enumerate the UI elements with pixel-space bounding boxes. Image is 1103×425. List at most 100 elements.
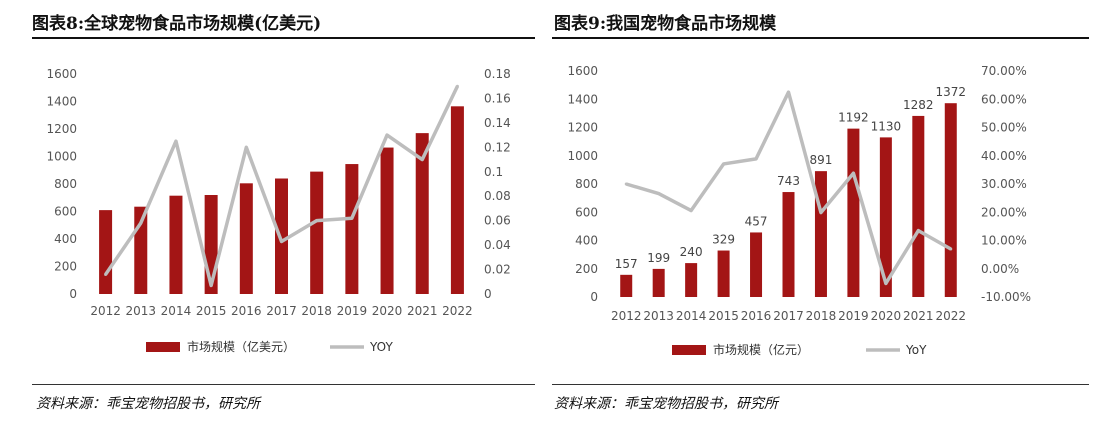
y-tick-right: 50.00% bbox=[981, 121, 1027, 135]
legend-bar-swatch bbox=[146, 342, 180, 352]
bar bbox=[169, 195, 183, 294]
y-tick-right: 0 bbox=[484, 287, 492, 301]
title-rule bbox=[32, 37, 535, 39]
y-tick-left: 800 bbox=[54, 177, 77, 191]
yoy-point bbox=[244, 145, 248, 149]
yoy-point bbox=[209, 283, 213, 287]
bar bbox=[685, 263, 698, 297]
bar bbox=[345, 164, 359, 294]
legend-line-label: YOY bbox=[369, 340, 393, 354]
yoy-point bbox=[315, 219, 319, 223]
yoy-point bbox=[884, 281, 888, 285]
bar bbox=[750, 232, 763, 297]
data-label: 157 bbox=[615, 257, 638, 271]
data-label: 457 bbox=[745, 214, 768, 228]
bar bbox=[310, 171, 324, 294]
x-tick: 2014 bbox=[161, 304, 192, 318]
x-tick: 2017 bbox=[773, 309, 804, 323]
data-label: 1130 bbox=[871, 119, 902, 133]
legend-bar-label: 市场规模（亿元） bbox=[713, 342, 809, 357]
yoy-point bbox=[385, 133, 389, 137]
bar bbox=[415, 133, 429, 294]
y-tick-left: 1200 bbox=[46, 122, 77, 136]
bar bbox=[912, 115, 925, 297]
bar bbox=[782, 192, 795, 297]
y-tick-left: 0 bbox=[69, 287, 77, 301]
yoy-point bbox=[104, 272, 108, 276]
legend-bar-label: 市场规模（亿美元） bbox=[187, 339, 295, 354]
yoy-point bbox=[657, 192, 661, 196]
bar bbox=[944, 103, 957, 297]
source-note: 资料来源：乖宝宠物招股书，研究所 bbox=[554, 396, 778, 412]
chart-panel-global: 图表8:全球宠物食品市场规模(亿美元) 0 200 400 600 800 1000 120… bbox=[0, 0, 535, 425]
x-tick: 2015 bbox=[708, 309, 739, 323]
data-label: 199 bbox=[647, 251, 670, 265]
bar bbox=[717, 250, 730, 297]
source-rule bbox=[552, 384, 1089, 385]
bar bbox=[450, 106, 464, 294]
bar bbox=[814, 171, 827, 297]
y-tick-left: 1000 bbox=[567, 149, 598, 163]
yoy-point bbox=[819, 211, 823, 215]
y-tick-left: 600 bbox=[54, 205, 77, 219]
y-tick-right: 0.16 bbox=[484, 91, 511, 105]
y-tick-left: 1400 bbox=[567, 92, 598, 106]
bar bbox=[620, 274, 633, 297]
china-pet-food-chart: 0 200 400 600 800 1000 1200 1400 1600 -10.00% 0.00… bbox=[567, 64, 1031, 357]
yoy-point bbox=[754, 157, 758, 161]
x-tick: 2018 bbox=[301, 304, 332, 318]
y-tick-right: 40.00% bbox=[981, 149, 1027, 163]
yoy-point bbox=[624, 182, 628, 186]
bar bbox=[652, 268, 665, 297]
legend-bar-swatch bbox=[672, 345, 706, 355]
data-label: 1372 bbox=[935, 85, 966, 99]
bar bbox=[879, 137, 892, 297]
x-tick: 2020 bbox=[871, 309, 902, 323]
bar bbox=[380, 147, 394, 294]
yoy-point bbox=[851, 171, 855, 175]
yoy-point bbox=[350, 216, 354, 220]
x-tick: 2021 bbox=[407, 304, 438, 318]
y-tick-left: 200 bbox=[575, 262, 598, 276]
x-tick: 2013 bbox=[643, 309, 674, 323]
x-tick: 2020 bbox=[372, 304, 403, 318]
x-tick: 2016 bbox=[231, 304, 262, 318]
yoy-point bbox=[787, 90, 790, 94]
y-tick-right: 0.04 bbox=[484, 238, 511, 252]
y-tick-right: 0.1 bbox=[484, 165, 503, 179]
y-tick-left: 400 bbox=[575, 234, 598, 248]
y-tick-left: 1000 bbox=[46, 150, 77, 164]
bar bbox=[275, 178, 288, 294]
yoy-point bbox=[916, 229, 920, 233]
yoy-point bbox=[689, 209, 693, 213]
yoy-point bbox=[420, 158, 424, 162]
chart-title: 图表8:全球宠物食品市场规模(亿美元) bbox=[32, 14, 322, 34]
yoy-point bbox=[455, 84, 459, 88]
y-tick-right: 0.02 bbox=[484, 263, 511, 277]
y-tick-left: 1600 bbox=[46, 67, 77, 81]
x-tick: 2017 bbox=[266, 304, 297, 318]
y-tick-left: 0 bbox=[590, 290, 598, 304]
x-tick: 2012 bbox=[611, 309, 642, 323]
data-label: 1192 bbox=[838, 111, 869, 125]
y-tick-left: 1200 bbox=[567, 121, 598, 135]
y-tick-left: 1400 bbox=[46, 95, 77, 109]
bar bbox=[99, 210, 113, 294]
y-tick-right: 70.00% bbox=[981, 64, 1027, 78]
y-tick-right: 30.00% bbox=[981, 177, 1027, 191]
data-label: 240 bbox=[680, 245, 703, 259]
y-tick-right: 0.06 bbox=[484, 214, 511, 228]
bar bbox=[239, 183, 253, 294]
x-tick: 2022 bbox=[935, 309, 966, 323]
y-tick-right: 0.08 bbox=[484, 189, 511, 203]
bar bbox=[847, 128, 860, 297]
y-tick-left: 600 bbox=[575, 205, 598, 219]
y-tick-right: 20.00% bbox=[981, 205, 1027, 219]
y-tick-left: 1600 bbox=[567, 64, 598, 78]
y-tick-right: 0.18 bbox=[484, 67, 511, 81]
y-tick-right: 10.00% bbox=[981, 234, 1027, 248]
y-tick-left: 400 bbox=[54, 232, 77, 246]
x-tick: 2015 bbox=[196, 304, 227, 318]
yoy-point bbox=[139, 221, 143, 225]
x-tick: 2022 bbox=[442, 304, 473, 318]
